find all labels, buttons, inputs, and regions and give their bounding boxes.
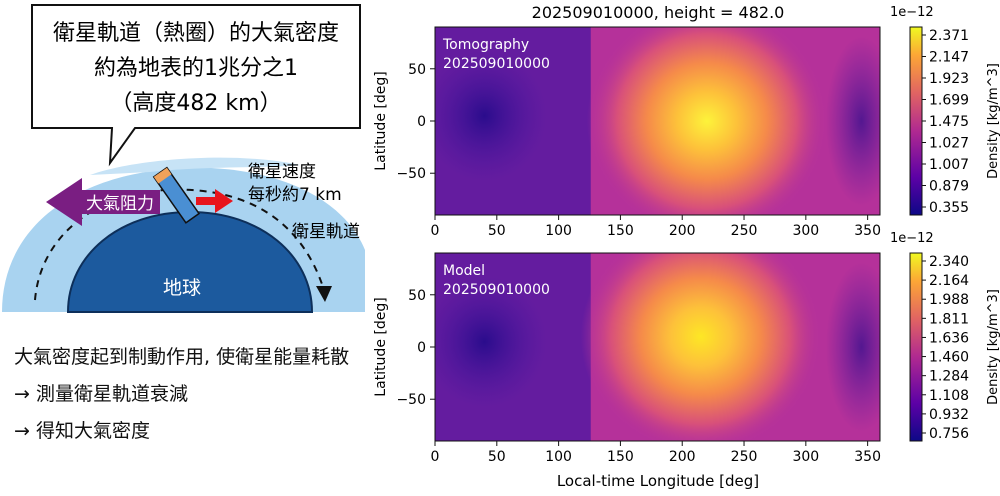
panel-2-colorbar-scale-label: 1e−12 — [890, 231, 934, 246]
panel-1-x-tick-label: 300 — [792, 223, 819, 239]
explanation-line-2: → 測量衛星軌道衰減 — [14, 383, 188, 405]
bubble-line-2: 約為地表的1兆分之1 — [94, 56, 298, 81]
orbit-arrowhead-icon — [316, 286, 332, 302]
density-charts-svg: 202509010000, height = 482.0 Local-time … — [373, 3, 1000, 490]
panel-2-y-axis-label: Latitude [deg] — [373, 297, 389, 396]
panel-1-heatmap-field — [435, 27, 880, 215]
panel-2-colorbar-tick-label: 2.340 — [929, 254, 969, 270]
panel-2-colorbar-tick-label: 1.460 — [929, 350, 969, 366]
panel-2-y-tick-label: 0 — [417, 340, 426, 356]
panel-2-density-low-edge — [825, 262, 880, 432]
panel-2-colorbar-tick-label: 0.932 — [929, 407, 969, 423]
panel-2-y-tick-label: 50 — [408, 288, 426, 304]
panel-1-y-tick-label: 50 — [408, 62, 426, 78]
panel-2-x-tick-label: 200 — [669, 449, 696, 465]
panel-1-plot-label-2: 202509010000 — [443, 56, 550, 72]
drag-label: 大氣阻力 — [86, 194, 154, 214]
panel-2-colorbar — [909, 252, 923, 442]
panel-2-x-tick-label: 150 — [607, 449, 634, 465]
panel-2-colorbar-tick-label: 1.988 — [929, 292, 969, 308]
speed-arrow-icon — [196, 189, 233, 213]
orbit-illustration: 地球 衛星軌道 衛星軌道（熱圈）的大氣密度 約為地表的1兆分之1 （高度482 … — [2, 4, 365, 313]
panel-2-x-tick-label: 300 — [792, 449, 819, 465]
panel-1-density-low-edge — [825, 36, 880, 206]
panel-2-plot-label-1: Model — [443, 263, 485, 279]
drag-arrow-icon — [46, 178, 160, 226]
panel-1-x-tick-label: 250 — [731, 223, 758, 239]
panel-1-colorbar-tick-label: 2.147 — [929, 50, 969, 66]
figure-title: 202509010000, height = 482.0 — [532, 3, 785, 22]
panel-1-colorbar-tick-label: 2.371 — [929, 28, 969, 44]
bubble-line-3: （高度482 km） — [110, 91, 281, 116]
panel-1-density-peak-region — [586, 27, 828, 215]
speech-bubble — [31, 4, 361, 167]
panel-1-x-tick-label: 50 — [488, 223, 506, 239]
panel-2-y-tick-label: −50 — [396, 392, 426, 408]
panel-2-x-tick-label: 50 — [488, 449, 506, 465]
bubble-line-1: 衛星軌道（熱圈）的大氣密度 — [53, 21, 339, 46]
x-axis-label: Local-time Longitude [deg] — [557, 472, 759, 490]
panel-1-colorbar — [909, 26, 923, 216]
panel-2-colorbar-tick-label: 0.756 — [929, 426, 969, 442]
panel-2-colorbar-tick-label: 1.811 — [929, 311, 969, 327]
explanation-line-1: 大氣密度起到制動作用, 使衛星能量耗散 — [14, 346, 350, 368]
panel-1-colorbar-tick-label: 0.879 — [929, 179, 969, 195]
panel-1-colorbar-tick-label: 1.475 — [929, 114, 969, 130]
earth-label: 地球 — [163, 277, 201, 299]
speed-line-2: 每秒約7 km — [248, 185, 342, 205]
panel-1-x-tick-label: 150 — [607, 223, 634, 239]
panel-2-density-peak-region — [580, 253, 821, 441]
panel-2-colorbar-tick-label: 1.636 — [929, 330, 969, 346]
panel-2-colorbar-tick-label: 1.284 — [929, 369, 969, 385]
panel-2-heatmap-field — [435, 253, 880, 441]
panel-1-x-tick-label: 350 — [854, 223, 881, 239]
panel-2-density-minimum-region — [435, 275, 547, 408]
panel-2-colorbar-tick-label: 1.108 — [929, 388, 969, 404]
panel-2-x-tick-label: 100 — [545, 449, 572, 465]
panel-1-y-tick-label: 0 — [417, 114, 426, 130]
panel-1-colorbar-tick-label: 1.007 — [929, 157, 969, 173]
illustration-panel: 地球 衛星軌道 衛星軌道（熱圈）的大氣密度 約為地表的1兆分之1 （高度482 … — [0, 0, 375, 492]
panel-1-colorbar-tick-label: 1.027 — [929, 136, 969, 152]
panel-2-x-tick-label: 0 — [431, 449, 440, 465]
panel-1-y-axis-label: Latitude [deg] — [373, 71, 389, 170]
panel-1-density-minimum-region — [435, 49, 547, 182]
panel-1-colorbar-label: Density [kg/m^3] — [986, 63, 1000, 179]
panel-1-x-tick-label: 100 — [545, 223, 572, 239]
panel-1-x-tick-label: 0 — [431, 223, 440, 239]
panel-1-colorbar-tick-label: 1.923 — [929, 71, 969, 87]
panel-2-plot-label-2: 202509010000 — [443, 282, 550, 298]
panel-2-colorbar-tick-label: 2.164 — [929, 273, 969, 289]
panel-1-colorbar-tick-label: 1.699 — [929, 93, 969, 109]
panel-2-x-tick-label: 350 — [854, 449, 881, 465]
panel-2-x-tick-label: 250 — [731, 449, 758, 465]
speed-line-1: 衛星速度 — [248, 162, 316, 182]
orbit-label: 衛星軌道 — [292, 222, 360, 242]
panel-1-plot-label-1: Tomography — [442, 37, 529, 53]
panel-2-colorbar-label: Density [kg/m^3] — [986, 289, 1000, 405]
satellite-icon — [152, 166, 201, 224]
explanation-line-3: → 得知大氣密度 — [14, 420, 150, 442]
panel-1-colorbar-scale-label: 1e−12 — [890, 5, 934, 20]
density-figure: 202509010000, height = 482.0 Local-time … — [370, 0, 1000, 492]
panel-1-y-tick-label: −50 — [396, 166, 426, 182]
atmosphere-fringe — [90, 157, 300, 175]
panel-1-x-tick-label: 200 — [669, 223, 696, 239]
panel-1-colorbar-tick-label: 0.355 — [929, 200, 969, 216]
